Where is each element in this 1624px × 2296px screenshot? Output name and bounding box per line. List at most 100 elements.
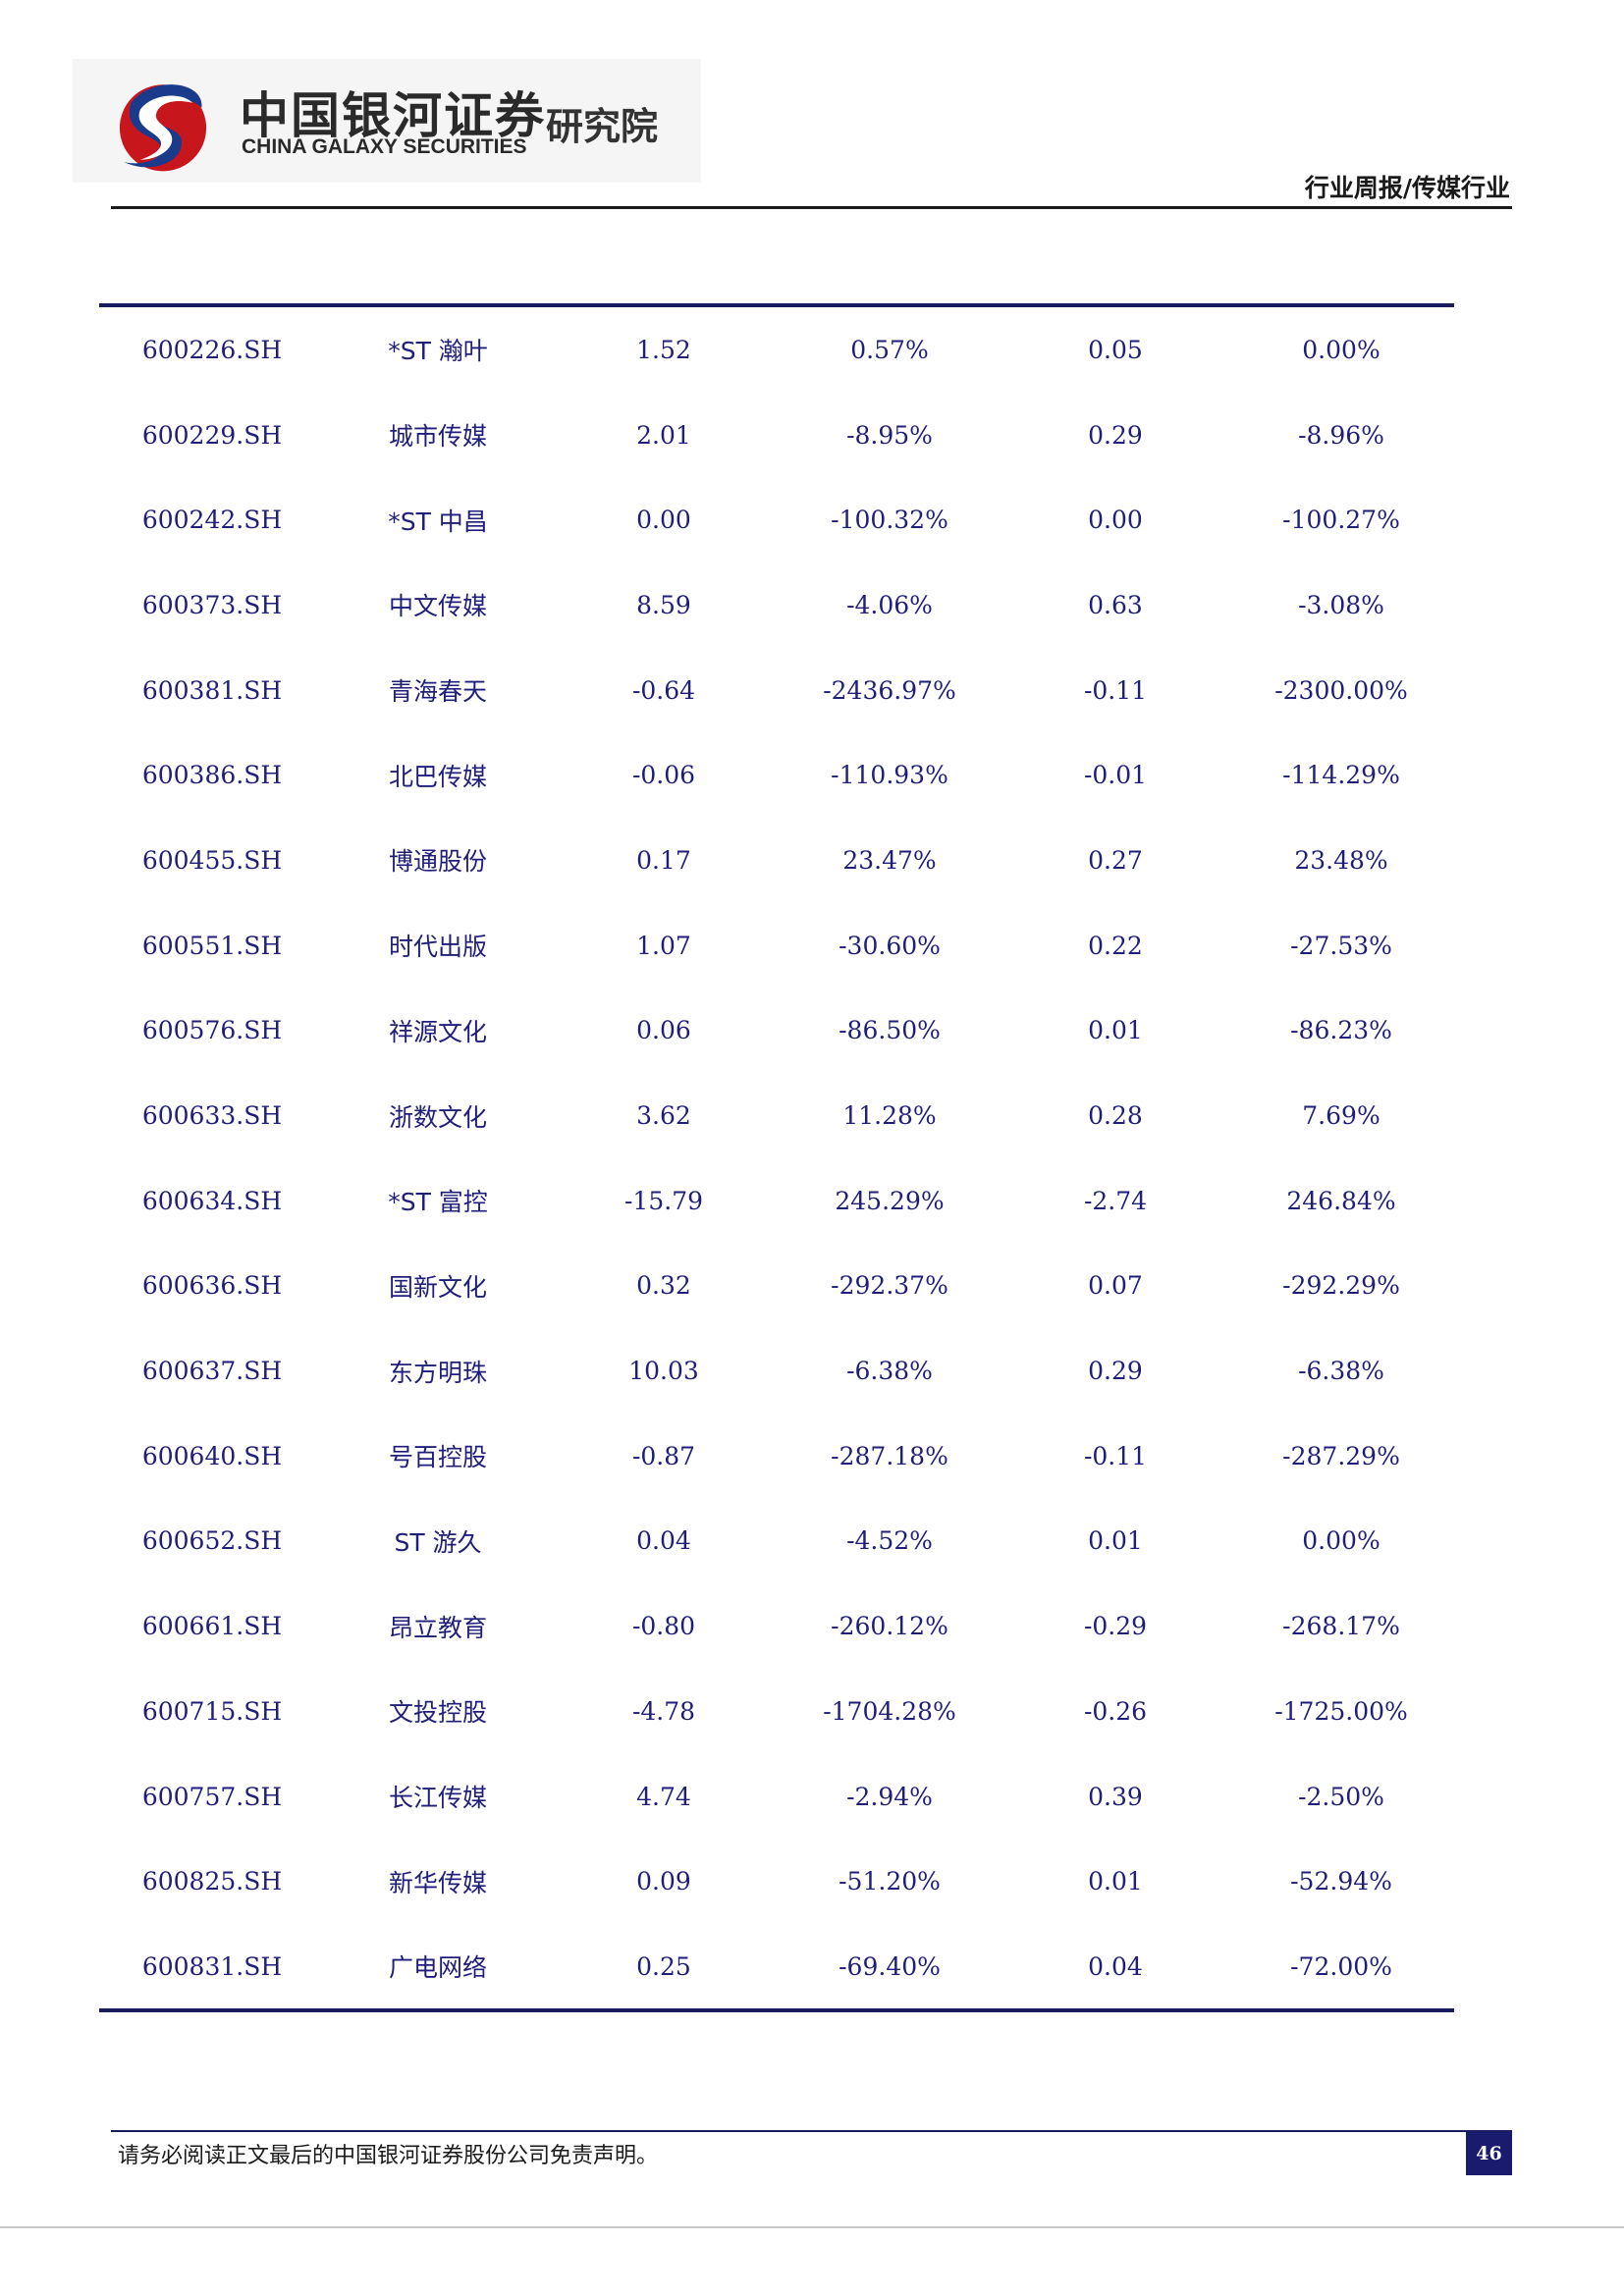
header-divider — [111, 206, 1512, 209]
value-cell-4: -1725.00% — [1274, 1696, 1408, 1726]
stock-code-cell: 600661.SH — [141, 1612, 283, 1641]
stock-code-cell: 600757.SH — [141, 1782, 283, 1811]
stock-code-cell: 600637.SH — [141, 1357, 283, 1386]
value-cell-1: 0.00 — [636, 506, 691, 535]
value-cell-4: -292.29% — [1282, 1271, 1400, 1301]
table-body: 600226.SH *ST 瀚叶 1.52 0.57% 0.05 0.00% 600229.… — [99, 307, 1454, 2009]
stock-code-cell: 600825.SH — [141, 1867, 283, 1896]
value-cell-3: 0.04 — [1088, 1951, 1143, 1981]
value-cell-2: -4.52% — [846, 1526, 933, 1556]
value-cell-3: 0.29 — [1088, 1357, 1143, 1386]
value-cell-2: -292.37% — [831, 1271, 948, 1301]
stock-name-cell: 东方明珠 — [388, 1358, 487, 1387]
stock-name-cell: 中文传媒 — [388, 592, 487, 621]
table-row: 600640.SH 号百控股 -0.87 -287.18% -0.11 -287.29% — [99, 1414, 1454, 1499]
value-cell-4: -27.53% — [1290, 931, 1392, 960]
stock-name-cell: 国新文化 — [388, 1272, 487, 1302]
value-cell-1: 0.32 — [636, 1271, 691, 1301]
stock-code-cell: 600373.SH — [141, 590, 283, 619]
value-cell-1: 0.17 — [636, 845, 691, 875]
table-row: 600633.SH 浙数文化 3.62 11.28% 0.28 7.69% — [99, 1073, 1454, 1158]
value-cell-4: 23.48% — [1294, 845, 1388, 875]
stock-name-cell: 文投控股 — [388, 1698, 487, 1728]
value-cell-2: 245.29% — [835, 1186, 945, 1215]
value-cell-3: 0.22 — [1088, 931, 1143, 960]
value-cell-2: -100.32% — [831, 506, 948, 535]
value-cell-4: -8.96% — [1298, 420, 1384, 450]
value-cell-1: -0.64 — [631, 675, 696, 705]
stock-name-cell: 新华传媒 — [388, 1868, 487, 1897]
value-cell-3: 0.39 — [1088, 1782, 1143, 1811]
value-cell-2: -2.94% — [846, 1782, 933, 1811]
value-cell-4: -52.94% — [1290, 1867, 1392, 1896]
value-cell-2: -287.18% — [831, 1441, 948, 1470]
value-cell-2: 0.57% — [850, 335, 929, 364]
stock-name-cell: 长江传媒 — [388, 1784, 487, 1813]
stock-code-cell: 600381.SH — [141, 675, 283, 705]
stock-name-cell: *ST 富控 — [388, 1188, 488, 1217]
disclaimer-text: 请务必阅读正文最后的中国银河证券股份公司免责声明。 — [118, 2144, 659, 2168]
value-cell-1: 0.06 — [636, 1016, 691, 1045]
page-edge-line — [0, 2226, 1624, 2228]
value-cell-2: -110.93% — [831, 761, 948, 790]
table-row: 600455.SH 博通股份 0.17 23.47% 0.27 23.48% — [99, 818, 1454, 903]
value-cell-4: -86.23% — [1290, 1016, 1392, 1045]
stock-name-cell: *ST 中昌 — [388, 507, 488, 536]
value-cell-3: 0.00 — [1088, 506, 1143, 535]
value-cell-1: 0.04 — [636, 1526, 691, 1556]
value-cell-1: 4.74 — [636, 1782, 691, 1811]
stock-name-cell: 祥源文化 — [388, 1017, 487, 1046]
stock-code-cell: 600576.SH — [141, 1016, 283, 1045]
stock-code-cell: 600636.SH — [141, 1271, 283, 1301]
value-cell-1: -4.78 — [631, 1696, 696, 1726]
value-cell-3: -0.26 — [1083, 1696, 1148, 1726]
value-cell-3: 0.29 — [1088, 420, 1143, 450]
stock-code-cell: 600831.SH — [141, 1951, 283, 1981]
value-cell-4: -72.00% — [1290, 1951, 1392, 1981]
stock-name-cell: 北巴传媒 — [388, 762, 487, 791]
value-cell-1: 1.52 — [636, 335, 691, 364]
page-number-badge: 46 — [1466, 2132, 1512, 2175]
stock-name-cell: ST 游久 — [394, 1527, 482, 1557]
value-cell-2: -4.06% — [846, 590, 933, 619]
table-row: 600636.SH 国新文化 0.32 -292.37% 0.07 -292.29% — [99, 1244, 1454, 1329]
table-row: 600386.SH 北巴传媒 -0.06 -110.93% -0.01 -114.29% — [99, 732, 1454, 818]
stock-code-cell: 600386.SH — [141, 761, 283, 790]
value-cell-1: 2.01 — [636, 420, 691, 450]
stock-name-cell: 青海春天 — [388, 677, 487, 707]
value-cell-2: -51.20% — [839, 1867, 941, 1896]
stock-name-cell: 博通股份 — [388, 847, 487, 877]
value-cell-4: -100.27% — [1282, 506, 1400, 535]
value-cell-3: 0.28 — [1088, 1101, 1143, 1131]
value-cell-3: 0.07 — [1088, 1271, 1143, 1301]
value-cell-4: 246.84% — [1286, 1186, 1396, 1215]
value-cell-1: 1.07 — [636, 931, 691, 960]
stock-name-cell: 广电网络 — [388, 1953, 487, 1983]
value-cell-3: 0.01 — [1088, 1867, 1143, 1896]
table-row: 600242.SH *ST 中昌 0.00 -100.32% 0.00 -100.27% — [99, 477, 1454, 562]
value-cell-4: -2300.00% — [1274, 675, 1408, 705]
value-cell-3: 0.01 — [1088, 1526, 1143, 1556]
report-type-label: 行业周报/传媒行业 — [1304, 174, 1510, 202]
logo-english-name: CHINA GALAXY SECURITIES — [242, 135, 527, 158]
table-row: 600226.SH *ST 瀚叶 1.52 0.57% 0.05 0.00% — [99, 307, 1454, 393]
value-cell-1: -0.87 — [631, 1441, 696, 1470]
value-cell-2: -1704.28% — [823, 1696, 956, 1726]
value-cell-4: -6.38% — [1298, 1357, 1384, 1386]
stock-code-cell: 600633.SH — [141, 1101, 283, 1131]
value-cell-4: -3.08% — [1298, 590, 1384, 619]
value-cell-3: -0.11 — [1083, 675, 1148, 705]
value-cell-3: -2.74 — [1083, 1186, 1148, 1215]
value-cell-1: 0.09 — [636, 1867, 691, 1896]
value-cell-4: -2.50% — [1298, 1782, 1384, 1811]
stock-name-cell: 城市传媒 — [388, 422, 487, 452]
stock-code-cell: 600652.SH — [141, 1526, 283, 1556]
value-cell-4: 0.00% — [1302, 1526, 1380, 1556]
table-row: 600381.SH 青海春天 -0.64 -2436.97% -0.11 -2300.00… — [99, 648, 1454, 733]
stock-code-cell: 600715.SH — [141, 1696, 283, 1726]
stock-name-cell: 昂立教育 — [388, 1613, 487, 1642]
table-row: 600551.SH 时代出版 1.07 -30.60% 0.22 -27.53% — [99, 903, 1454, 988]
table-row: 600825.SH 新华传媒 0.09 -51.20% 0.01 -52.94% — [99, 1839, 1454, 1924]
value-cell-3: 0.63 — [1088, 590, 1143, 619]
stock-name-cell: 时代出版 — [388, 933, 487, 962]
